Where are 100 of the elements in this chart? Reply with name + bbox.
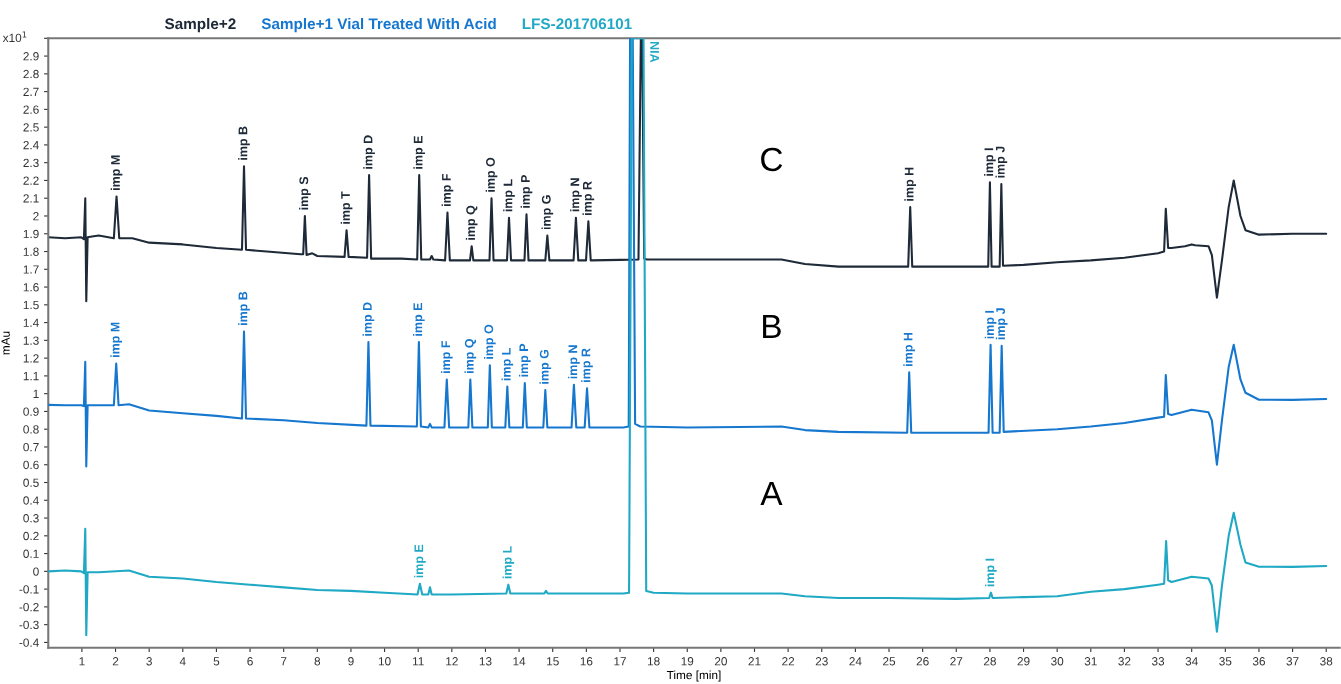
y-tick-label: 0 xyxy=(33,567,39,576)
y-tick-label: 2.3 xyxy=(23,158,39,168)
annotation: A xyxy=(760,482,783,505)
x-tick-label: 30 xyxy=(1051,657,1064,666)
x-tick-label: 29 xyxy=(1017,657,1030,666)
annotation: NIA xyxy=(650,41,659,63)
y-tick-label: -0.2 xyxy=(19,602,39,612)
y-tick-label: 1.4 xyxy=(23,318,39,327)
x-tick-label: 23 xyxy=(815,657,828,666)
annotation: imp M xyxy=(110,155,123,191)
annotation: imp H xyxy=(903,332,916,366)
x-tick-label: 25 xyxy=(883,657,896,666)
annotation: imp S xyxy=(299,176,311,210)
annotation: B xyxy=(763,315,781,339)
y-tick-label: 1.5 xyxy=(23,300,39,310)
annotation: imp F xyxy=(440,341,453,374)
x-tick-label: 17 xyxy=(614,657,626,666)
x-axis-title: Time [min] xyxy=(666,670,721,682)
annotation: imp I xyxy=(984,148,996,176)
x-tick-label: 12 xyxy=(446,657,458,666)
x-tick-label: 26 xyxy=(916,657,929,666)
line-series xyxy=(48,38,1328,637)
annotation: imp N xyxy=(570,178,582,212)
x-tick-label: 4 xyxy=(179,657,186,666)
x-tick-label: 16 xyxy=(580,657,593,666)
line-series xyxy=(48,38,1328,468)
x-tick-label: 18 xyxy=(647,657,660,666)
x-tick-label: 22 xyxy=(782,657,795,666)
x-tick-label: 1 xyxy=(79,657,85,666)
y-tick-label: 1.6 xyxy=(23,283,39,292)
annotation: imp B xyxy=(238,291,250,326)
annotation: imp Q xyxy=(465,205,478,240)
y-tick-label: 1.8 xyxy=(23,247,39,256)
y-tick-label: 0.9 xyxy=(23,407,39,416)
x-tick-label: 20 xyxy=(714,657,727,666)
x-tick-label: 24 xyxy=(849,657,862,666)
y-tick-label: 1.1 xyxy=(23,372,39,381)
annotation: C xyxy=(761,147,783,172)
y-tick-label: 2.4 xyxy=(23,140,39,150)
y-tick-label: 0.5 xyxy=(23,478,39,487)
x-tick-label: 36 xyxy=(1252,657,1265,666)
annotation: imp P xyxy=(520,175,533,208)
annotation: imp G xyxy=(539,349,552,384)
y-tick-label: 2 xyxy=(33,212,39,221)
annotation: imp E xyxy=(414,544,426,578)
y-tick-label: 2.6 xyxy=(23,105,39,114)
y-tick-label: -0.1 xyxy=(19,585,39,594)
x-tick-label: 38 xyxy=(1320,657,1333,666)
y-tick-label: -0.4 xyxy=(19,638,39,647)
y-tick-label: 1.3 xyxy=(23,336,39,345)
x-tick-label: 28 xyxy=(983,657,996,666)
annotation: imp I xyxy=(984,310,997,339)
annotation: imp L xyxy=(502,546,515,579)
x-tick-label: 35 xyxy=(1219,657,1232,666)
annotation: imp E xyxy=(413,303,425,336)
annotation: imp D xyxy=(363,135,375,169)
y-axis-title: mAu xyxy=(1,331,10,355)
y-tick-label: 1.7 xyxy=(23,265,39,274)
text: Sample+2 xyxy=(164,17,236,33)
annotation: imp M xyxy=(110,322,123,358)
y-tick-label: -0.3 xyxy=(19,620,39,630)
annotation: imp I xyxy=(985,558,997,587)
x-tick-label: 19 xyxy=(681,657,694,666)
y-tick-label: 2.2 xyxy=(23,176,39,185)
annotation: imp H xyxy=(904,167,917,201)
y-tick-label: 1.2 xyxy=(23,354,39,363)
y-tick-label: 1 xyxy=(33,389,39,398)
annotation: imp Q xyxy=(464,339,477,374)
y-tick-label: 2.7 xyxy=(23,87,39,96)
y-tick-label: 0.2 xyxy=(23,531,39,541)
x-tick-label: 5 xyxy=(213,657,220,666)
x-tick-label: 9 xyxy=(348,657,354,666)
text: Sample+1 Vial Treated With Acid xyxy=(261,17,496,33)
annotation: imp D xyxy=(362,302,375,336)
x-tick-label: 13 xyxy=(479,657,492,666)
y-tick-label: 0.1 xyxy=(23,549,39,558)
x-tick-label: 15 xyxy=(547,657,559,666)
y-tick-label: 0.4 xyxy=(23,496,39,505)
y-tick-label: 0.7 xyxy=(23,443,39,452)
annotation: imp R xyxy=(582,181,595,215)
annotation: imp B xyxy=(238,126,250,160)
x-tick-label: 21 xyxy=(748,657,761,666)
annotation: imp G xyxy=(541,195,554,230)
x-tick-label: 7 xyxy=(281,657,287,666)
x-tick-label: 14 xyxy=(513,657,526,666)
x-tick-label: 33 xyxy=(1151,657,1165,666)
annotation: imp F xyxy=(441,174,454,206)
x-tick-label: 6 xyxy=(247,657,253,666)
x-tick-label: 34 xyxy=(1185,657,1198,666)
x-tick-label: 31 xyxy=(1084,657,1097,666)
series-label: LFS-201706101 xyxy=(522,18,632,30)
x-tick-label: 11 xyxy=(412,657,424,666)
x-tick-label: 10 xyxy=(378,657,391,666)
x-tick-label: 3 xyxy=(146,657,152,666)
x-tick-label: 37 xyxy=(1286,657,1299,666)
y-tick-label: 2.9 xyxy=(23,52,39,61)
annotation: imp O xyxy=(485,157,498,192)
annotation: imp P xyxy=(518,343,531,377)
annotation: imp J xyxy=(995,308,1008,340)
y-tick-label: 2.1 xyxy=(23,194,39,203)
